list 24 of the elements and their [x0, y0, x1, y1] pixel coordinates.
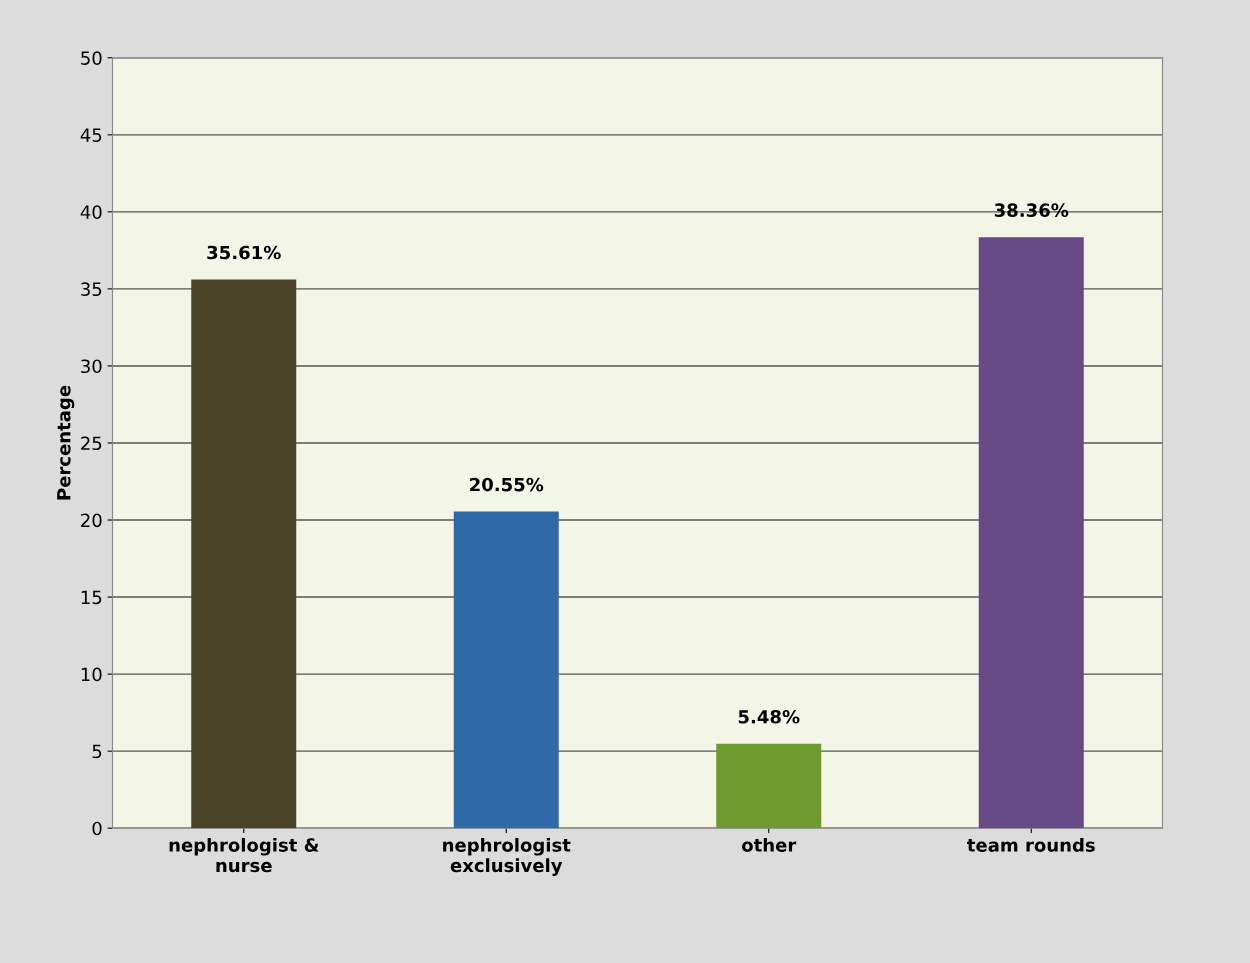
- y-tick-label: 15: [81, 590, 102, 605]
- bar: [453, 511, 559, 829]
- y-tick-label: 10: [81, 667, 102, 682]
- y-tick-label: 20: [81, 513, 102, 528]
- x-tick-label: team rounds: [967, 837, 1095, 852]
- y-tick-label: 40: [80, 205, 102, 219]
- y-tick-label: 25: [81, 436, 102, 451]
- x-tick-label: nephrologist & nurse: [169, 837, 319, 873]
- bar: [191, 279, 297, 829]
- data-label: 5.48%: [738, 709, 800, 724]
- y-axis-title: Percentage: [57, 385, 75, 500]
- y-tick-label: 45: [80, 128, 102, 142]
- bar: [716, 743, 822, 829]
- x-tick-label: nephrologist exclusively: [443, 837, 571, 876]
- y-tick-label: 5: [92, 744, 102, 759]
- x-tick-label: other: [742, 837, 797, 852]
- data-label: 20.55%: [470, 477, 544, 492]
- y-tick-label: 50: [81, 51, 102, 65]
- y-tick-label: 0: [92, 821, 102, 836]
- data-label: 35.61%: [207, 245, 281, 260]
- data-label: 38.36%: [994, 203, 1069, 217]
- bar: [978, 237, 1084, 829]
- y-tick-label: 30: [81, 359, 102, 374]
- y-tick-label: 35: [81, 282, 102, 297]
